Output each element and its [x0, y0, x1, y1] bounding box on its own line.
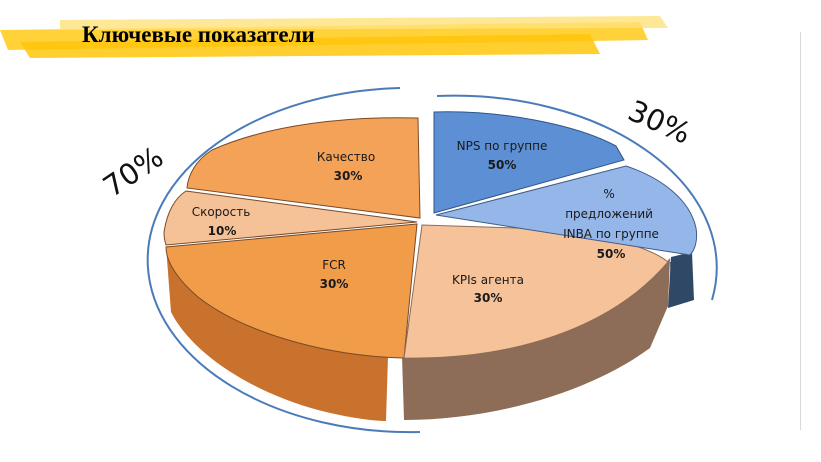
label-kpi-agent-name: KPIs агента	[452, 273, 524, 287]
label-inba-name: % предложений INBA по группе	[563, 187, 659, 241]
label-skorost-name: Скорость	[192, 205, 251, 219]
group-arc-70	[146, 87, 421, 434]
label-kpi-agent-value: 30%	[474, 291, 503, 305]
label-inba-name-line-2: предложений	[565, 207, 653, 221]
right-divider-line	[800, 32, 801, 430]
slice-inba	[435, 165, 698, 256]
slice-nps	[433, 111, 625, 214]
group-arc-30	[436, 94, 718, 301]
label-nps-value: 50%	[488, 158, 517, 172]
label-inba-value: 50%	[597, 247, 626, 261]
label-nps-name: NPS по группе	[457, 139, 548, 153]
label-kachestvo-value: 30%	[334, 169, 363, 183]
group-label-70: 70%	[97, 140, 169, 204]
highlight-stroke-secondary	[20, 34, 600, 58]
title-highlight-band	[0, 16, 668, 58]
label-inba-name-line-3: INBA по группе	[563, 227, 659, 241]
slice-side-inba-edge	[668, 252, 694, 308]
slice-kachestvo	[186, 117, 421, 219]
slide-title: Ключевые показатели	[82, 22, 315, 47]
slice-fcr	[165, 223, 418, 359]
slice-side-fcr	[166, 246, 388, 421]
label-fcr-name: FCR	[322, 258, 346, 272]
label-fcr-value: 30%	[320, 277, 349, 291]
slice-skorost	[163, 190, 418, 246]
label-skorost-value: 10%	[208, 224, 237, 238]
highlight-stroke-top	[60, 16, 668, 30]
label-inba-name-line-1: %	[603, 187, 614, 201]
label-kachestvo-name: Качество	[317, 150, 375, 164]
